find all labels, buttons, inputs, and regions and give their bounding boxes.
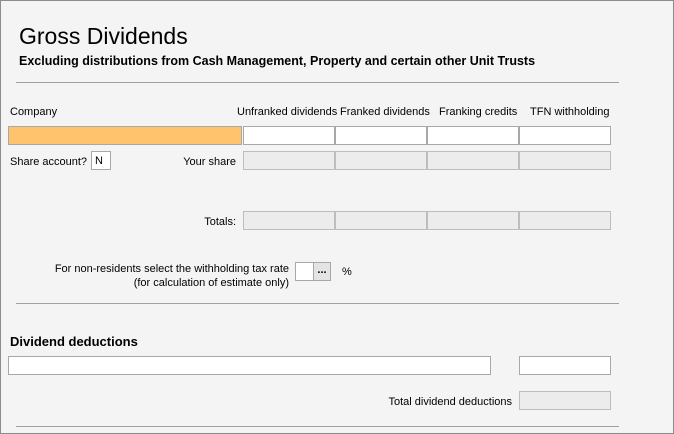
- total-field: [243, 211, 335, 230]
- divider: [16, 426, 619, 427]
- total-deductions-label: Total dividend deductions: [388, 396, 512, 408]
- share-account-input[interactable]: N: [91, 151, 111, 170]
- franked-input[interactable]: [335, 126, 427, 145]
- percent-unit: %: [342, 266, 352, 278]
- non-resident-text: For non-residents select the withholding…: [54, 263, 289, 275]
- franking-credits-input[interactable]: [427, 126, 519, 145]
- divider: [16, 303, 619, 304]
- total-field: [335, 211, 427, 230]
- section-title: Dividend deductions: [10, 334, 138, 349]
- share-account-label: Share account?: [10, 156, 88, 168]
- column-label: TFN withholding: [530, 106, 610, 118]
- share-field: [243, 151, 335, 170]
- unfranked-input[interactable]: [243, 126, 335, 145]
- deduction-description-input[interactable]: [8, 356, 491, 375]
- deduction-amount-input[interactable]: [519, 356, 611, 375]
- non-resident-text: (for calculation of estimate only): [133, 277, 289, 289]
- share-field: [427, 151, 519, 170]
- title: Gross Dividends: [19, 23, 188, 49]
- totals-label: Totals:: [204, 216, 236, 228]
- rate-button[interactable]: ...: [313, 262, 331, 281]
- divider: [16, 82, 619, 83]
- column-label: Franking credits: [439, 106, 518, 118]
- rate-input[interactable]: [295, 262, 314, 281]
- tfn-input[interactable]: [519, 126, 611, 145]
- share-field: [519, 151, 611, 170]
- subtitle: Excluding distributions from Cash Manage…: [19, 54, 536, 68]
- company-input[interactable]: [8, 126, 242, 145]
- share-field: [335, 151, 427, 170]
- total-deductions-field: [519, 391, 611, 410]
- column-label: Franked dividends: [340, 106, 430, 118]
- total-field: [427, 211, 519, 230]
- your-share-label: Your share: [183, 156, 236, 168]
- column-label: Unfranked dividends: [237, 106, 338, 118]
- total-field: [519, 211, 611, 230]
- column-label: Company: [10, 106, 58, 118]
